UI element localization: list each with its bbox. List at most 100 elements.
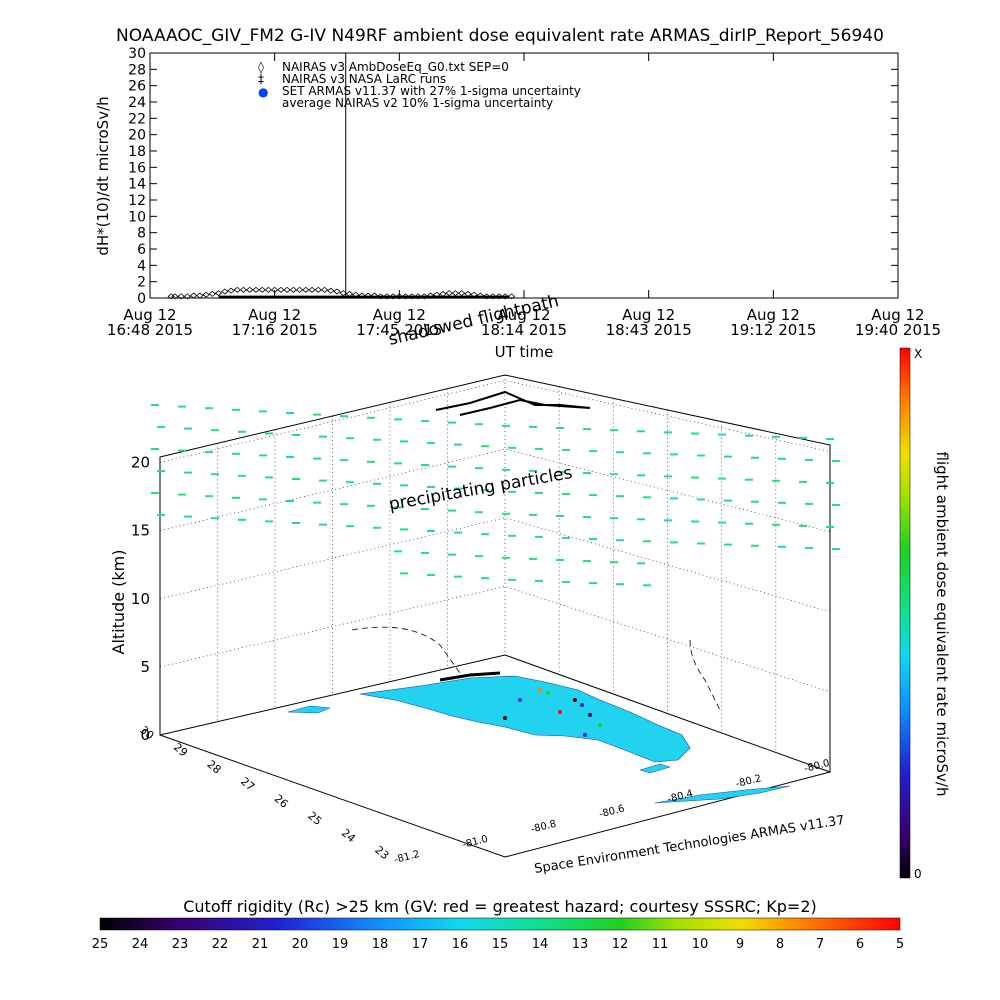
rigidity-tick-label: 8 bbox=[776, 937, 784, 952]
data-point-nairas bbox=[320, 286, 329, 293]
rigidity-tick-label: 7 bbox=[816, 937, 824, 952]
grid-line bbox=[159, 380, 831, 463]
data-point-nairas bbox=[233, 286, 241, 293]
rigidity-gradient bbox=[99, 917, 901, 931]
data-point-nairas bbox=[302, 286, 310, 293]
altitude-tick-label: 10 bbox=[131, 590, 150, 608]
rigidity-tick-label: 9 bbox=[736, 937, 744, 952]
rigidity-tick-label: 20 bbox=[292, 937, 309, 952]
x-tick-time: 17:45 2015 bbox=[356, 321, 442, 339]
longitude-tick-label: -81.2 bbox=[393, 849, 421, 866]
data-point-nairas bbox=[227, 287, 235, 294]
data-point-nairas bbox=[221, 288, 229, 295]
series-group bbox=[167, 286, 516, 300]
legend-entry: NAIRAS v3 AmbDoseEq_G0.txt SEP=0 bbox=[282, 60, 509, 74]
rigidity-ticks: 25 24 23 22 21 20 19 18 17 16 15 14 13 12 11 10 9 8 7 6 5 bbox=[92, 937, 904, 952]
rigidity-tick-label: 25 bbox=[92, 937, 109, 952]
rigidity-tick-label: 16 bbox=[452, 937, 469, 952]
rigidity-tick-label: 21 bbox=[252, 937, 269, 952]
colorbar-bottom-label: 0 bbox=[914, 867, 922, 881]
colorbar-gradient bbox=[899, 347, 911, 879]
data-point-nairas bbox=[214, 290, 223, 297]
data-point-nairas bbox=[252, 286, 260, 293]
y-tick-label: 16 bbox=[128, 160, 146, 176]
y-tick-label: 0 bbox=[137, 291, 146, 307]
shadow-path bbox=[689, 639, 721, 711]
x-tick-time: 18:14 2015 bbox=[481, 321, 567, 339]
data-point-nairas bbox=[283, 286, 291, 293]
cutoff-rigidity-label: Cutoff rigidity (Rc) >25 km (GV: red = g… bbox=[183, 897, 817, 916]
data-point-nairas bbox=[327, 287, 335, 294]
latitude-tick-label: 24 bbox=[339, 826, 358, 845]
y-tick-label: 18 bbox=[128, 144, 146, 160]
legend: ◊ NAIRAS v3 AmbDoseEq_G0.txt SEP=0 ‡ NAI… bbox=[258, 60, 581, 110]
y-tick-label: 28 bbox=[128, 62, 146, 78]
rigidity-tick-label: 18 bbox=[372, 937, 389, 952]
y-tick-label: 12 bbox=[128, 193, 146, 209]
data-point-nairas bbox=[167, 293, 175, 300]
data-point-nairas bbox=[277, 286, 285, 293]
grid-lines bbox=[159, 380, 831, 773]
y-tick-label: 20 bbox=[128, 128, 146, 144]
data-point-nairas bbox=[464, 290, 472, 297]
cutoff-rigidity-colorbar: Cutoff rigidity (Rc) >25 km (GV: red = g… bbox=[92, 897, 904, 952]
longitude-tick-label: -80.8 bbox=[530, 819, 558, 836]
precipitating-particle-marks bbox=[151, 404, 840, 587]
longitude-tick-label: -80.2 bbox=[735, 773, 763, 790]
annotation-precipitating: precipitating particles bbox=[387, 463, 574, 515]
y-tick-label: 2 bbox=[137, 275, 146, 291]
x-tick-date: Aug 12 bbox=[123, 306, 176, 324]
altitude-tick-label: 0 bbox=[140, 726, 150, 744]
latitude-tick-label: 25 bbox=[305, 809, 324, 828]
rigidity-tick-label: 24 bbox=[132, 937, 149, 952]
data-point-nairas bbox=[339, 290, 347, 297]
rigidity-tick-label: 17 bbox=[412, 937, 429, 952]
rigidity-tick-label: 10 bbox=[692, 937, 709, 952]
rigidity-tick-label: 13 bbox=[572, 937, 589, 952]
grid-line bbox=[159, 654, 831, 773]
data-point-nairas bbox=[445, 290, 453, 297]
grid-line bbox=[159, 517, 831, 613]
land-mass bbox=[359, 675, 691, 763]
data-point-nairas bbox=[308, 286, 316, 293]
chart-title: NOAAAOC_GIV_FM2 G-IV N49RF ambient dose … bbox=[116, 26, 884, 46]
longitude-tick-label: -81.0 bbox=[461, 834, 489, 851]
legend-entry: average NAIRAS v2 10% 1-sigma uncertaint… bbox=[282, 96, 553, 110]
rigidity-tick-label: 14 bbox=[532, 937, 549, 952]
data-point-nairas bbox=[295, 286, 304, 293]
grid-line bbox=[159, 586, 831, 693]
latitude-tick-label: 28 bbox=[204, 758, 223, 777]
rigidity-tick-label: 15 bbox=[492, 937, 509, 952]
y-tick-label: 4 bbox=[137, 258, 146, 274]
legend-symbol: ‡ bbox=[258, 72, 264, 86]
colorbar-label: flight ambient dose equivalent rate micr… bbox=[933, 452, 951, 797]
altitude-tick-label: 15 bbox=[131, 522, 150, 540]
flight-path bbox=[435, 390, 591, 416]
data-point-nairas bbox=[246, 286, 254, 293]
floor-edge bbox=[159, 734, 831, 858]
latitude-tick-label: 26 bbox=[272, 792, 291, 811]
rigidity-tick-label: 11 bbox=[652, 937, 669, 952]
data-point-nairas bbox=[202, 291, 210, 298]
y-tick-label: 26 bbox=[128, 79, 146, 95]
shadow-path bbox=[351, 626, 463, 677]
colorbar-top-label: X bbox=[914, 347, 922, 361]
rigidity-tick-label: 22 bbox=[212, 937, 229, 952]
x-tick-date: Aug 12 bbox=[871, 306, 924, 324]
x-tick-date: Aug 12 bbox=[497, 306, 550, 324]
data-point-nairas bbox=[439, 290, 447, 297]
data-point-nairas bbox=[345, 290, 354, 297]
legend-entry: NAIRAS v3 NASA LaRC runs bbox=[282, 72, 446, 86]
x-tick-time: 17:16 2015 bbox=[232, 321, 318, 339]
data-point-nairas bbox=[314, 286, 322, 293]
x-tick-date: Aug 12 bbox=[248, 306, 301, 324]
rigidity-tick-label: 5 bbox=[896, 937, 904, 952]
x-tick-time: 16:48 2015 bbox=[107, 321, 193, 339]
data-point-nairas bbox=[183, 293, 192, 300]
dose-speckles bbox=[503, 688, 602, 737]
legend-symbol: ● bbox=[258, 85, 268, 99]
